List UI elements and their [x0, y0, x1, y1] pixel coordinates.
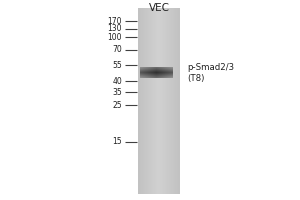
Text: 130: 130 — [108, 24, 122, 33]
Text: 15: 15 — [112, 138, 122, 146]
Text: 25: 25 — [112, 101, 122, 110]
Text: 70: 70 — [112, 45, 122, 54]
Text: 40: 40 — [112, 76, 122, 86]
Text: 170: 170 — [108, 17, 122, 25]
Text: 55: 55 — [112, 60, 122, 70]
Text: VEC: VEC — [148, 3, 170, 13]
Text: 100: 100 — [108, 33, 122, 42]
Text: p-Smad2/3
(T8): p-Smad2/3 (T8) — [188, 63, 235, 83]
Text: 35: 35 — [112, 88, 122, 97]
